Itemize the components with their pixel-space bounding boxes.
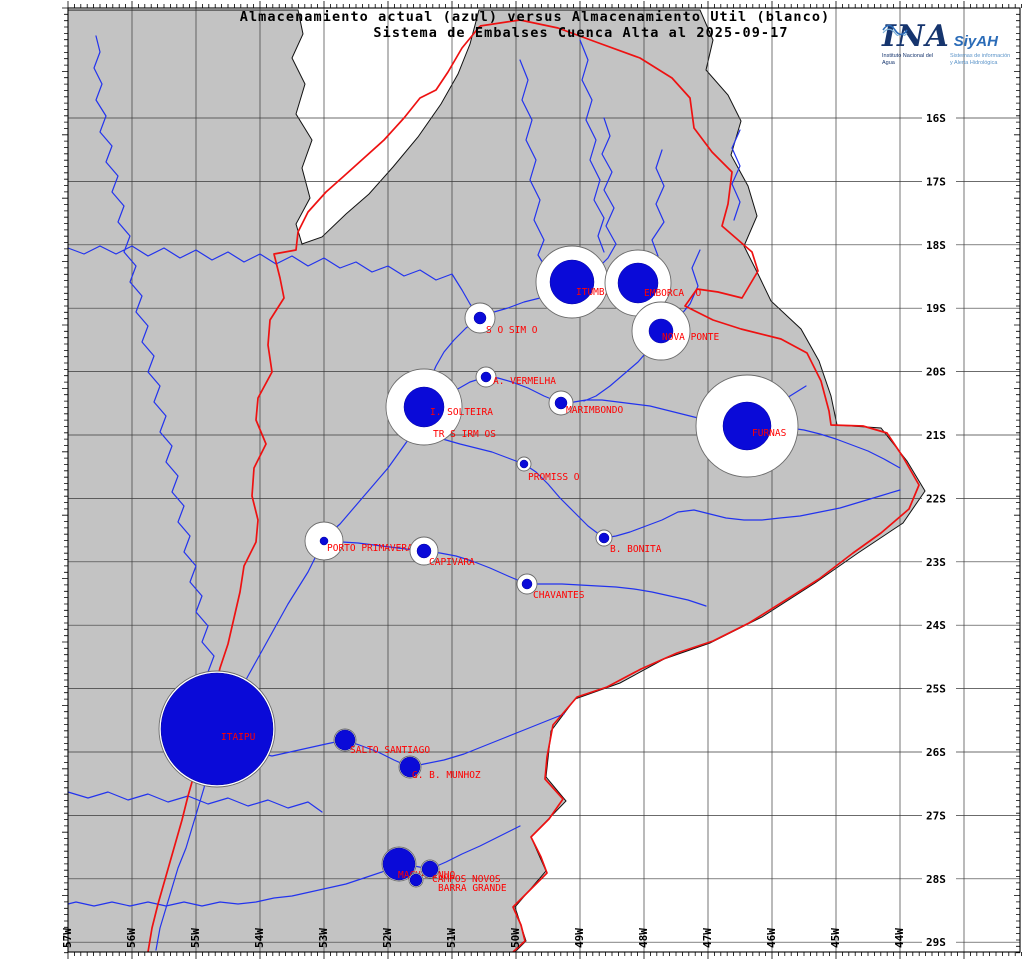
reservoir-actual-porto-primavera (319, 536, 329, 546)
reservoir-actual-machadinho (382, 847, 416, 881)
reservoir-label-furnas: FURNAS (752, 428, 787, 439)
reservoir-actual-itaipu (160, 672, 274, 786)
lat-label-28s: 28S (926, 873, 946, 886)
lon-label-53w: 53W (317, 928, 330, 948)
reservoir-actual-itumbiara (549, 259, 595, 305)
lon-label-52w: 52W (381, 928, 394, 948)
landmass (67, 9, 926, 953)
reservoir-actual-chavantes (521, 578, 533, 590)
lat-label-23s: 23S (926, 556, 946, 569)
logo-wave-icon (882, 24, 908, 36)
reservoir-actual-campos-novos (421, 860, 439, 878)
reservoir-label-i-solteira: I. SOLTEIRA (430, 407, 493, 418)
lon-label-48w: 48W (637, 928, 650, 948)
reservoir-actual-furnas (722, 401, 772, 451)
reservoir-label-marimbondo: MARIMBONDO (566, 405, 623, 416)
lat-label-24s: 24S (926, 619, 946, 632)
reservoir-label-b-bonita: B. BONITA (610, 544, 662, 555)
lat-label-20s: 20S (926, 366, 946, 379)
ina-siyah-logo: INA SiyAH Instituto Nacional del Agua Si… (882, 22, 1020, 66)
axis-labels: 57W 56W 55W 54W 53W 52W 51W 50W 49W 48W 47W 46W 45W 4… (61, 112, 946, 949)
lat-label-17s: 17S (926, 175, 946, 188)
lon-label-50w: 50W (509, 928, 522, 948)
lon-label-49w: 49W (573, 928, 586, 948)
lon-label-56w: 56W (125, 928, 138, 948)
lat-label-29s: 29S (926, 936, 946, 949)
reservoir-actual-marimbondo (554, 396, 568, 410)
reservoir-actual-i-solteira (403, 386, 445, 428)
reservoir-label-chavantes: CHAVANTES (533, 590, 585, 601)
axis-ruler (62, 1, 1022, 959)
lon-label-55w: 55W (189, 928, 202, 948)
lon-label-51w: 51W (445, 928, 458, 948)
lat-label-19s: 19S (926, 302, 946, 315)
reservoir-actual-promiss-o (519, 459, 529, 469)
map-title-line1: Almacenamiento actual (azul) versus Alma… (239, 9, 831, 25)
reservoirs: ITUMBIARA EMBORCA O S O SIM O NOVA PONTE A. … (158, 245, 799, 894)
lat-label-22s: 22S (926, 492, 946, 505)
siyah-logo-subtitle: Sistemas de información y Alerta Hidroló… (950, 53, 1011, 66)
lon-label-46w: 46W (765, 928, 778, 948)
reservoir-actual-emborca-o (617, 262, 659, 304)
reservoir-actual-barra-grande (409, 873, 423, 887)
lon-label-45w: 45W (829, 928, 842, 948)
map-frame (67, 7, 1021, 953)
reservoir-label-salto-santiago: SALTO SANTIAGO (350, 745, 430, 756)
reservoir-label-promiss-o: PROMISS O (528, 472, 580, 483)
lat-label-16s: 16S (926, 112, 946, 125)
reservoir-actual-b-bonita (598, 532, 610, 544)
reservoir-label-a-vermelha: A. VERMELHA (493, 376, 556, 387)
lat-label-18s: 18S (926, 239, 946, 252)
reservoir-label-s-o-sim-o: S O SIM O (486, 325, 538, 336)
ina-logo-subtitle: Instituto Nacional del Agua (882, 53, 934, 66)
reservoir-actual-a-vermelha (480, 371, 492, 383)
map-title-line2: Sistema de Embalses Cuenca Alta al 2025-… (373, 25, 789, 41)
reservoir-actual-nova-ponte (648, 318, 674, 344)
reservoir-actual-capivara (416, 543, 432, 559)
lat-label-25s: 25S (926, 683, 946, 696)
lon-label-54w: 54W (253, 928, 266, 948)
ina-logo-text: INA (882, 19, 950, 54)
reservoir-label-barra-grande: BARRA GRANDE (438, 883, 507, 894)
lon-label-44w: 44W (893, 928, 906, 948)
graticule (67, 8, 1020, 952)
reservoir-actual-g-b-munhoz (399, 756, 421, 778)
reservoir-label-emborca-o: EMBORCA O (644, 288, 701, 299)
reservoir-actual-s-o-sim-o (473, 311, 487, 325)
reservoir-actual-salto-santiago (334, 729, 356, 751)
reservoir-label-capivara: CAPIVARA (429, 557, 475, 568)
lon-label-47w: 47W (701, 928, 714, 948)
lat-label-27s: 27S (926, 809, 946, 822)
reservoir-label-porto-primavera: PORTO PRIMAVERA (327, 543, 413, 554)
reservoir-label-campos-novos: CAMPOS NOVOS (432, 874, 501, 885)
reservoir-label-nova-ponte: NOVA PONTE (662, 332, 719, 343)
lon-label-57w: 57W (61, 928, 74, 948)
axis-ticks (62, 1, 1022, 959)
reservoir-label-tr-s-irm-os: TR S IRM OS (433, 429, 496, 440)
reservoir-label-itaipu: ITAIPU (221, 732, 256, 743)
lat-label-26s: 26S (926, 746, 946, 759)
lat-label-21s: 21S (926, 429, 946, 442)
reservoir-label-g-b-munhoz: G. B. MUNHOZ (412, 770, 481, 781)
reservoir-label-itumbiara: ITUMBIARA (576, 287, 628, 298)
siyah-logo-text: SiyAH (953, 33, 998, 50)
